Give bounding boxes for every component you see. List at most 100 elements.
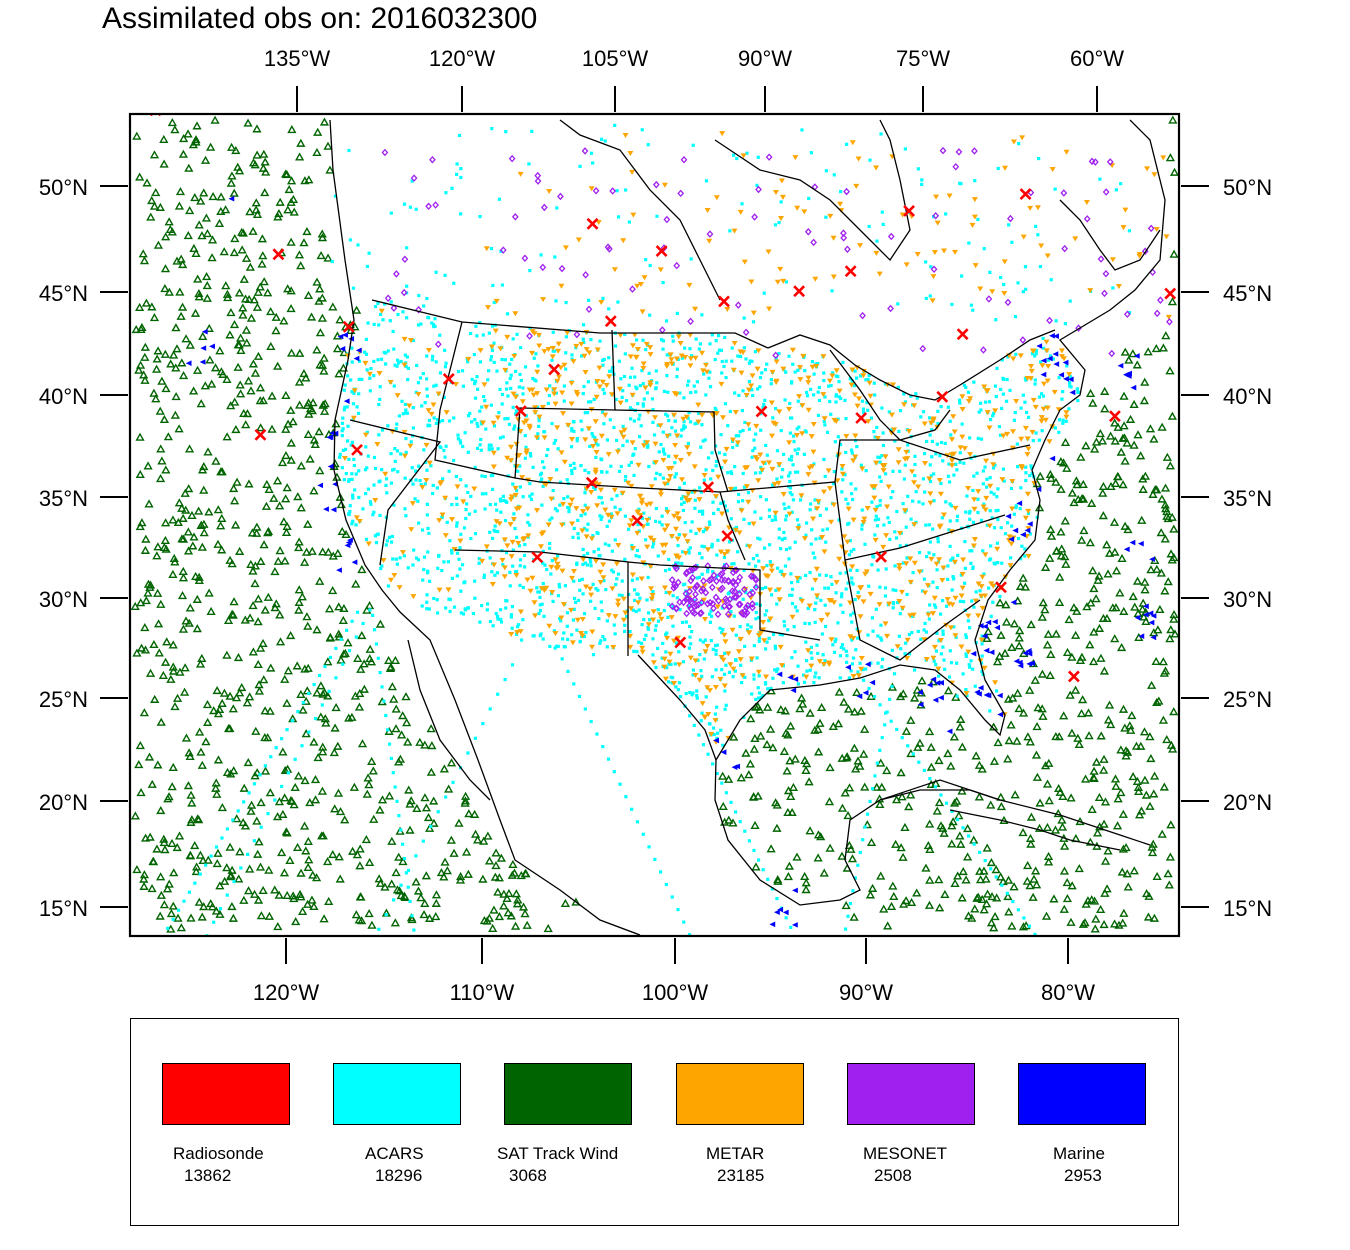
acars-marker xyxy=(988,418,993,422)
acars-marker xyxy=(667,418,671,423)
sat-wind-marker xyxy=(1160,666,1171,675)
acars-marker xyxy=(427,579,432,583)
acars-marker xyxy=(695,380,699,384)
acars-marker xyxy=(982,247,986,251)
acars-marker xyxy=(897,634,901,638)
acars-marker xyxy=(856,670,860,674)
acars-marker xyxy=(756,536,760,540)
metar-marker xyxy=(597,579,604,585)
acars-marker xyxy=(636,402,640,406)
sat-wind-marker xyxy=(168,666,179,675)
acars-marker xyxy=(1060,397,1064,401)
acars-marker xyxy=(655,214,659,218)
acars-marker xyxy=(601,296,605,300)
acars-marker xyxy=(791,498,796,502)
metar-marker xyxy=(584,506,591,512)
acars-marker xyxy=(840,490,844,494)
acars-marker xyxy=(956,553,960,558)
metar-marker xyxy=(761,638,768,644)
acars-marker xyxy=(403,476,407,480)
sat-wind-marker xyxy=(301,846,311,855)
acars-marker xyxy=(696,658,700,662)
sat-wind-marker xyxy=(141,534,151,543)
sat-wind-marker xyxy=(203,447,213,456)
metar-marker xyxy=(594,503,601,509)
acars-marker xyxy=(405,284,409,288)
acars-marker xyxy=(782,624,787,628)
metar-marker xyxy=(699,350,706,356)
sat-wind-marker xyxy=(934,903,945,912)
acars-marker xyxy=(369,366,373,371)
acars-marker xyxy=(834,394,838,398)
acars-marker xyxy=(583,561,588,565)
acars-marker xyxy=(616,300,620,304)
sat-wind-marker xyxy=(147,884,157,893)
acars-marker xyxy=(444,191,448,195)
acars-marker xyxy=(477,561,481,565)
acars-marker xyxy=(996,517,1000,522)
acars-marker xyxy=(563,584,568,588)
acars-marker xyxy=(577,578,582,582)
sat-wind-marker xyxy=(1034,823,1045,832)
acars-marker xyxy=(880,665,884,669)
metar-marker xyxy=(880,468,887,474)
sat-wind-marker xyxy=(286,630,296,640)
sat-wind-marker xyxy=(1100,888,1110,897)
acars-marker xyxy=(480,474,484,478)
acars-marker xyxy=(844,497,848,501)
acars-marker xyxy=(710,675,714,679)
sat-wind-marker xyxy=(363,773,373,782)
acars-marker xyxy=(432,324,436,329)
metar-marker xyxy=(592,467,599,473)
sat-wind-marker xyxy=(975,875,986,884)
acars-marker xyxy=(651,408,655,412)
acars-marker xyxy=(686,416,690,420)
sat-wind-marker xyxy=(1153,625,1163,634)
acars-marker xyxy=(577,694,582,699)
sat-wind-marker xyxy=(1149,913,1160,922)
metar-marker xyxy=(533,508,540,514)
acars-marker xyxy=(796,470,800,474)
sat-wind-marker xyxy=(1045,553,1055,562)
acars-marker xyxy=(972,842,976,846)
acars-marker xyxy=(708,385,713,389)
acars-marker xyxy=(813,620,817,624)
acars-marker xyxy=(692,723,696,728)
acars-marker xyxy=(601,387,605,392)
metar-marker xyxy=(737,657,744,663)
sat-wind-marker xyxy=(242,338,252,347)
acars-marker xyxy=(343,447,348,452)
metar-marker xyxy=(803,674,810,680)
acars-marker xyxy=(878,585,882,589)
sat-wind-marker xyxy=(164,217,174,226)
acars-marker xyxy=(1028,532,1032,536)
acars-marker xyxy=(699,445,703,449)
acars-marker xyxy=(614,582,618,587)
acars-marker xyxy=(865,401,869,405)
sat-wind-marker xyxy=(898,689,908,698)
acars-marker xyxy=(888,537,892,541)
metar-marker xyxy=(590,443,597,449)
acars-marker xyxy=(733,464,737,469)
acars-marker xyxy=(1030,466,1034,470)
acars-marker xyxy=(679,497,684,501)
sat-wind-marker xyxy=(488,923,498,932)
acars-marker xyxy=(702,545,707,549)
sat-wind-marker xyxy=(310,439,320,449)
acars-marker xyxy=(583,491,587,495)
acars-marker xyxy=(759,695,763,699)
metar-marker xyxy=(859,466,866,472)
acars-marker xyxy=(513,424,517,428)
acars-marker xyxy=(412,548,416,552)
acars-marker xyxy=(469,331,473,336)
acars-marker xyxy=(589,400,593,404)
acars-marker xyxy=(823,395,827,399)
acars-marker xyxy=(558,617,562,621)
sat-wind-marker xyxy=(351,579,361,588)
metar-marker xyxy=(692,673,699,679)
acars-marker xyxy=(460,563,465,567)
sat-wind-marker xyxy=(1119,421,1129,430)
acars-marker xyxy=(850,492,854,496)
acars-marker xyxy=(497,410,501,415)
metar-marker xyxy=(722,639,729,645)
